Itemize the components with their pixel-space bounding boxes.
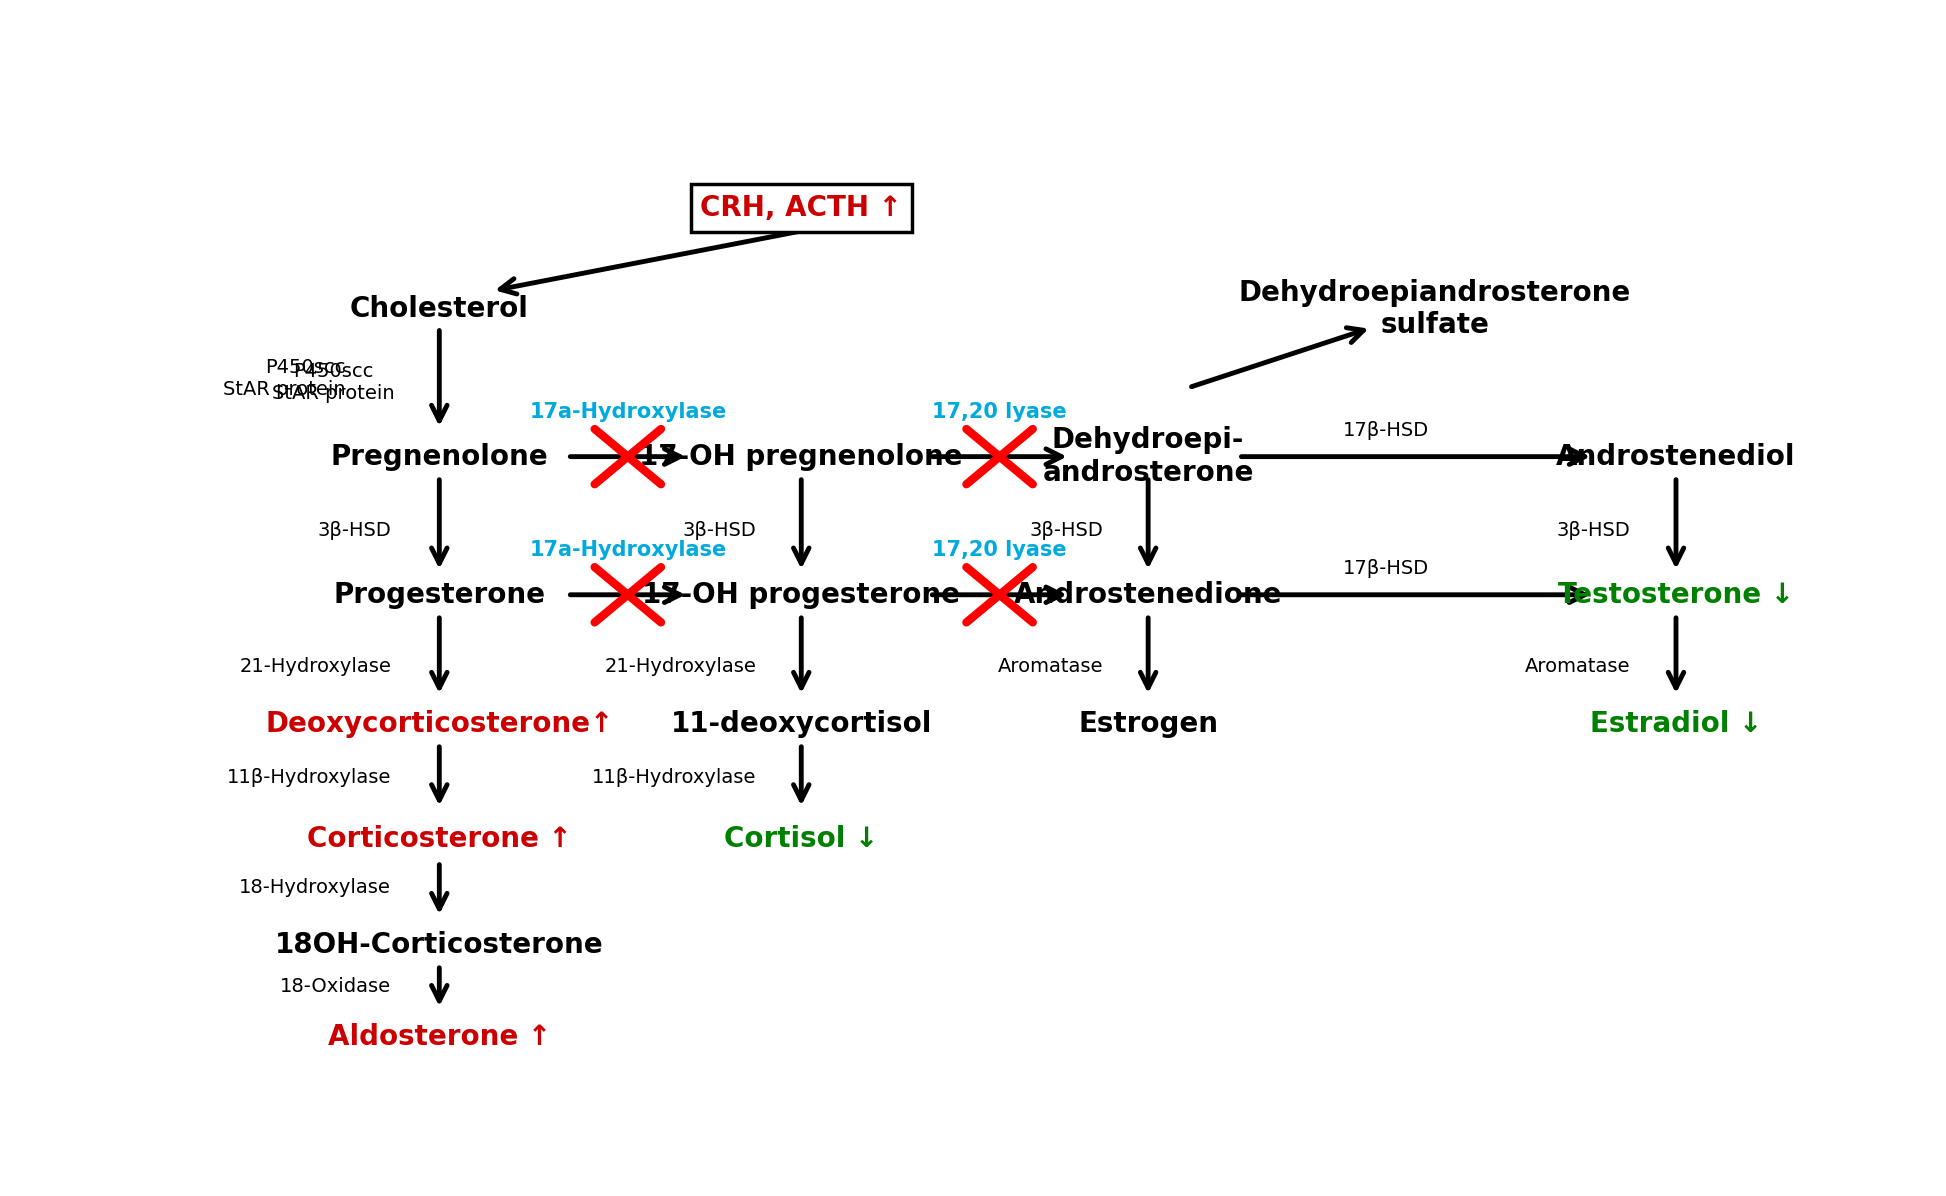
Text: Aromatase: Aromatase [1526, 657, 1631, 676]
Text: 11β-Hydroxylase: 11β-Hydroxylase [592, 768, 757, 787]
Text: Estrogen: Estrogen [1078, 709, 1218, 738]
Text: Aldosterone ↑: Aldosterone ↑ [327, 1023, 551, 1051]
Text: Pregnenolone: Pregnenolone [331, 443, 549, 471]
Text: P450scc
StAR protein: P450scc StAR protein [272, 362, 395, 403]
Text: 21-Hydroxylase: 21-Hydroxylase [603, 657, 757, 676]
Text: 17β-HSD: 17β-HSD [1343, 560, 1430, 578]
Text: Cortisol ↓: Cortisol ↓ [724, 825, 878, 853]
Text: 17a-Hydroxylase: 17a-Hydroxylase [529, 402, 726, 422]
Text: P450scc
StAR protein: P450scc StAR protein [224, 358, 346, 398]
Text: Cholesterol: Cholesterol [350, 295, 529, 323]
Text: 3β-HSD: 3β-HSD [1557, 520, 1631, 539]
Text: Dehydroepi-
androsterone: Dehydroepi- androsterone [1043, 427, 1253, 487]
Text: 17-OH pregnenolone: 17-OH pregnenolone [640, 443, 963, 471]
Text: Dehydroepiandrosterone
sulfate: Dehydroepiandrosterone sulfate [1238, 279, 1631, 340]
Text: 18-Hydroxylase: 18-Hydroxylase [239, 878, 391, 897]
Text: 11-deoxycortisol: 11-deoxycortisol [671, 709, 932, 738]
Text: Corticosterone ↑: Corticosterone ↑ [307, 825, 572, 853]
Text: 17,20 lyase: 17,20 lyase [932, 402, 1066, 422]
Text: 11β-Hydroxylase: 11β-Hydroxylase [226, 768, 391, 787]
Text: 3β-HSD: 3β-HSD [1029, 520, 1103, 539]
Text: Androstenedione: Androstenedione [1014, 581, 1282, 609]
Text: 17a-Hydroxylase: 17a-Hydroxylase [529, 539, 726, 560]
Text: 18-Oxidase: 18-Oxidase [280, 977, 391, 995]
Text: 21-Hydroxylase: 21-Hydroxylase [239, 657, 391, 676]
Text: CRH, ACTH ↑: CRH, ACTH ↑ [701, 194, 903, 222]
Text: 17-OH progesterone: 17-OH progesterone [642, 581, 959, 609]
Text: 18OH-Corticosterone: 18OH-Corticosterone [274, 930, 603, 959]
Text: Estradiol ↓: Estradiol ↓ [1590, 709, 1763, 738]
Text: 17,20 lyase: 17,20 lyase [932, 539, 1066, 560]
Text: Aromatase: Aromatase [998, 657, 1103, 676]
Text: 17β-HSD: 17β-HSD [1343, 421, 1430, 440]
Text: 3β-HSD: 3β-HSD [683, 520, 757, 539]
Text: Testosterone ↓: Testosterone ↓ [1559, 581, 1794, 609]
Text: Androstenediol: Androstenediol [1557, 443, 1796, 471]
Text: 3β-HSD: 3β-HSD [317, 520, 391, 539]
Text: Progesterone: Progesterone [333, 581, 545, 609]
Text: Deoxycorticosterone↑: Deoxycorticosterone↑ [265, 709, 613, 738]
